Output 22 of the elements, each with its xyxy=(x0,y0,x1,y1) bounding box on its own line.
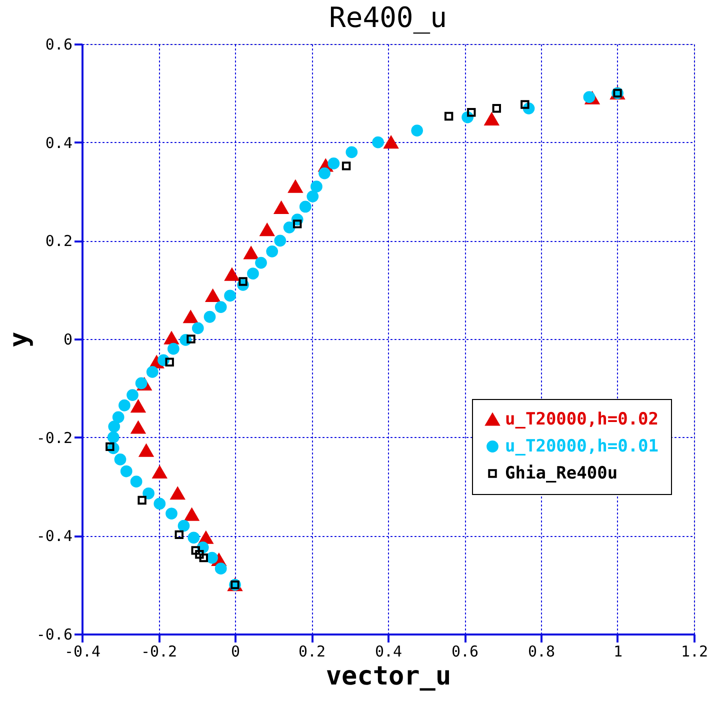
y-tick-label: -0.2 xyxy=(36,428,72,447)
legend-label: u_T20000,h=0.01 xyxy=(505,436,659,456)
x-tick-label: 0.4 xyxy=(374,642,402,660)
legend-label: u_T20000,h=0.02 xyxy=(505,410,659,430)
y-tick-label: 0.6 xyxy=(45,36,72,54)
x-tick-label: -0.2 xyxy=(140,642,178,660)
y-tick-label: 0.4 xyxy=(45,134,72,152)
y-tick-label: -0.4 xyxy=(36,527,72,546)
x-tick-label: 1.2 xyxy=(680,642,708,660)
x-axis-title: vector_u xyxy=(326,662,452,692)
y-tick-label: 0.2 xyxy=(45,232,72,250)
x-tick-label: -0.4 xyxy=(64,642,101,660)
y-tick-label: -0.6 xyxy=(36,626,72,644)
legend-label: Ghia_Re400u xyxy=(505,464,618,484)
chart-title: Re400_u xyxy=(328,1,448,34)
x-tick-label: 0.6 xyxy=(451,642,479,660)
x-tick-label: 1 xyxy=(613,642,623,660)
x-tick-label: 0 xyxy=(230,642,240,660)
y-tick-label: 0 xyxy=(63,330,72,348)
y-axis-title: y xyxy=(4,332,34,348)
x-tick-label: 0.2 xyxy=(298,642,326,660)
x-tick-label: 0.8 xyxy=(528,642,556,660)
